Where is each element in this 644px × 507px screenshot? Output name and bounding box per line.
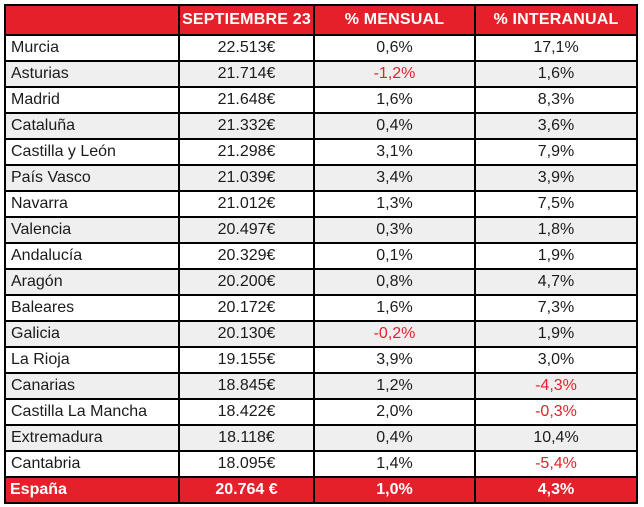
price-table: SEPTIEMBRE 23 % MENSUAL % INTERANUAL Mur…	[4, 4, 638, 504]
cell-monthly: 3,4%	[313, 164, 476, 192]
cell-monthly: 1,3%	[313, 190, 476, 218]
cell-yearly: 4,7%	[474, 268, 638, 296]
cell-yearly: 1,9%	[474, 242, 638, 270]
cell-monthly: 1,6%	[313, 86, 476, 114]
table-row: Castilla La Mancha 18.422€ 2,0% -0,3%	[4, 398, 638, 426]
cell-price: 21.648€	[178, 86, 315, 114]
total-row: España 20.764 € 1,0% 4,3%	[4, 476, 638, 504]
cell-monthly: 0,4%	[313, 424, 476, 452]
cell-monthly: -0,2%	[313, 320, 476, 348]
table-row: País Vasco 21.039€ 3,4% 3,9%	[4, 164, 638, 192]
cell-yearly: 3,0%	[474, 346, 638, 374]
header-monthly: % MENSUAL	[313, 4, 476, 36]
cell-monthly: 0,1%	[313, 242, 476, 270]
cell-monthly: -1,2%	[313, 60, 476, 88]
table-row: Valencia 20.497€ 0,3% 1,8%	[4, 216, 638, 244]
cell-region: Navarra	[4, 190, 180, 218]
cell-yearly: 7,3%	[474, 294, 638, 322]
cell-region: Asturias	[4, 60, 180, 88]
cell-price: 18.845€	[178, 372, 315, 400]
cell-monthly: 0,4%	[313, 112, 476, 140]
table-row: Cataluña 21.332€ 0,4% 3,6%	[4, 112, 638, 140]
cell-price: 22.513€	[178, 34, 315, 62]
cell-price: 21.039€	[178, 164, 315, 192]
cell-region: Galicia	[4, 320, 180, 348]
cell-region: La Rioja	[4, 346, 180, 374]
cell-price: 20.130€	[178, 320, 315, 348]
table-row: Murcia 22.513€ 0,6% 17,1%	[4, 34, 638, 62]
cell-monthly: 2,0%	[313, 398, 476, 426]
header-yearly: % INTERANUAL	[474, 4, 638, 36]
total-yearly: 4,3%	[474, 476, 638, 504]
header-region	[4, 4, 180, 36]
cell-region: Cataluña	[4, 112, 180, 140]
cell-monthly: 0,8%	[313, 268, 476, 296]
cell-monthly: 0,3%	[313, 216, 476, 244]
total-price: 20.764 €	[178, 476, 315, 504]
table-row: Castilla y León 21.298€ 3,1% 7,9%	[4, 138, 638, 166]
cell-price: 18.095€	[178, 450, 315, 478]
cell-price: 21.332€	[178, 112, 315, 140]
cell-price: 18.118€	[178, 424, 315, 452]
table-row: Baleares 20.172€ 1,6% 7,3%	[4, 294, 638, 322]
cell-price: 20.329€	[178, 242, 315, 270]
cell-yearly: 7,5%	[474, 190, 638, 218]
cell-yearly: 1,9%	[474, 320, 638, 348]
cell-yearly: 17,1%	[474, 34, 638, 62]
cell-region: Castilla La Mancha	[4, 398, 180, 426]
cell-yearly: 3,6%	[474, 112, 638, 140]
cell-yearly: 7,9%	[474, 138, 638, 166]
header-row: SEPTIEMBRE 23 % MENSUAL % INTERANUAL	[4, 4, 638, 36]
cell-yearly: 1,8%	[474, 216, 638, 244]
table-row: Madrid 21.648€ 1,6% 8,3%	[4, 86, 638, 114]
table-row: Aragón 20.200€ 0,8% 4,7%	[4, 268, 638, 296]
cell-region: Baleares	[4, 294, 180, 322]
cell-price: 20.200€	[178, 268, 315, 296]
cell-region: Cantabria	[4, 450, 180, 478]
table-row: Cantabria 18.095€ 1,4% -5,4%	[4, 450, 638, 478]
cell-price: 21.012€	[178, 190, 315, 218]
cell-price: 21.714€	[178, 60, 315, 88]
table-row: Andalucía 20.329€ 0,1% 1,9%	[4, 242, 638, 270]
cell-region: Valencia	[4, 216, 180, 244]
cell-yearly: 8,3%	[474, 86, 638, 114]
cell-monthly: 1,2%	[313, 372, 476, 400]
cell-yearly: 1,6%	[474, 60, 638, 88]
cell-monthly: 1,6%	[313, 294, 476, 322]
cell-monthly: 0,6%	[313, 34, 476, 62]
table-row: Galicia 20.130€ -0,2% 1,9%	[4, 320, 638, 348]
cell-monthly: 1,4%	[313, 450, 476, 478]
cell-yearly: -0,3%	[474, 398, 638, 426]
cell-region: Extremadura	[4, 424, 180, 452]
cell-price: 20.172€	[178, 294, 315, 322]
table-row: Canarias 18.845€ 1,2% -4,3%	[4, 372, 638, 400]
cell-region: Aragón	[4, 268, 180, 296]
cell-region: Murcia	[4, 34, 180, 62]
cell-price: 21.298€	[178, 138, 315, 166]
cell-region: Castilla y León	[4, 138, 180, 166]
table-row: Extremadura 18.118€ 0,4% 10,4%	[4, 424, 638, 452]
cell-region: Canarias	[4, 372, 180, 400]
cell-price: 18.422€	[178, 398, 315, 426]
cell-monthly: 3,1%	[313, 138, 476, 166]
cell-price: 20.497€	[178, 216, 315, 244]
cell-yearly: -4,3%	[474, 372, 638, 400]
table-row: Asturias 21.714€ -1,2% 1,6%	[4, 60, 638, 88]
table-body: Murcia 22.513€ 0,6% 17,1% Asturias 21.714€ -1,…	[4, 34, 638, 478]
cell-yearly: 3,9%	[474, 164, 638, 192]
cell-yearly: -5,4%	[474, 450, 638, 478]
cell-price: 19.155€	[178, 346, 315, 374]
total-monthly: 1,0%	[313, 476, 476, 504]
table-row: Navarra 21.012€ 1,3% 7,5%	[4, 190, 638, 218]
cell-monthly: 3,9%	[313, 346, 476, 374]
cell-region: Andalucía	[4, 242, 180, 270]
cell-region: Madrid	[4, 86, 180, 114]
cell-yearly: 10,4%	[474, 424, 638, 452]
total-region: España	[4, 476, 180, 504]
header-price: SEPTIEMBRE 23	[178, 4, 315, 36]
table-row: La Rioja 19.155€ 3,9% 3,0%	[4, 346, 638, 374]
cell-region: País Vasco	[4, 164, 180, 192]
